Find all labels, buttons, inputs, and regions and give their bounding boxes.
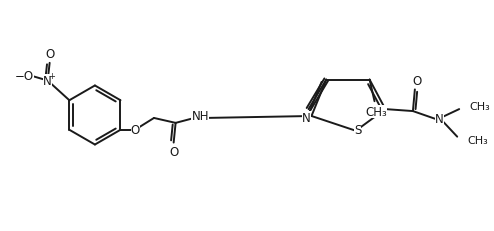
Text: O: O: [45, 48, 54, 61]
Text: N: N: [435, 113, 444, 126]
Text: O: O: [412, 75, 421, 88]
Text: CH₃: CH₃: [469, 102, 490, 112]
Text: NH: NH: [192, 109, 209, 122]
Text: CH₃: CH₃: [467, 135, 488, 145]
Text: CH₃: CH₃: [366, 105, 387, 118]
Text: O: O: [169, 145, 178, 158]
Text: O: O: [130, 124, 140, 137]
Text: −O: −O: [14, 70, 34, 83]
Text: S: S: [354, 124, 362, 137]
Text: +: +: [48, 72, 55, 81]
Text: N: N: [302, 112, 311, 125]
Text: N: N: [43, 75, 52, 88]
